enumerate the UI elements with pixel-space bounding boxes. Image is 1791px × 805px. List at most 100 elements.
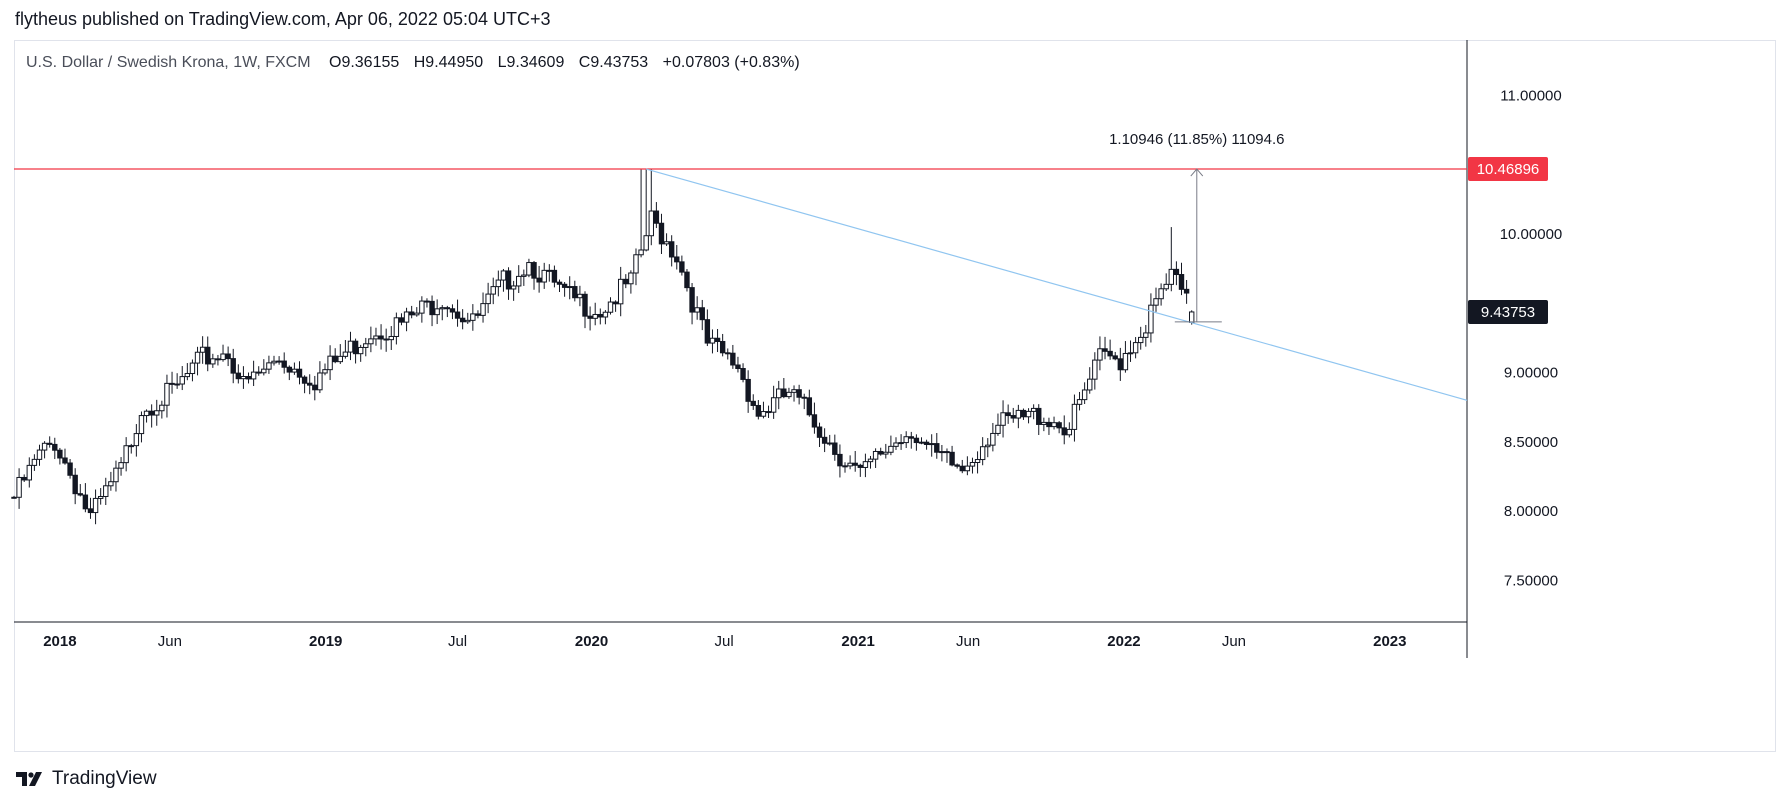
candle: [184, 373, 191, 378]
candle: [801, 396, 807, 399]
candle: [908, 436, 914, 439]
candle: [781, 388, 787, 398]
candle: [113, 467, 119, 483]
candle: [419, 300, 425, 314]
candle: [974, 459, 981, 463]
candle: [648, 210, 654, 237]
candle: [658, 222, 665, 245]
candle: [210, 358, 216, 365]
candle: [760, 411, 767, 417]
candle: [1132, 342, 1139, 354]
candle: [97, 495, 104, 499]
candle: [1188, 311, 1195, 323]
candle: [128, 445, 134, 448]
candle: [883, 451, 889, 455]
candle: [72, 474, 78, 495]
candle: [408, 311, 415, 316]
candle: [332, 355, 338, 363]
candle: [918, 441, 925, 444]
symbol-name[interactable]: U.S. Dollar / Swedish Krona, 1W, FXCM: [26, 54, 311, 71]
candle: [791, 389, 797, 393]
candle: [1030, 407, 1037, 412]
candle: [199, 346, 206, 353]
candle: [689, 287, 695, 313]
tradingview-logo-icon[interactable]: [16, 771, 46, 787]
candle: [735, 364, 741, 370]
candle: [154, 410, 160, 416]
candle: [306, 382, 313, 386]
candle: [867, 458, 874, 463]
candle: [628, 272, 634, 285]
candle: [837, 453, 843, 467]
open-value: 9.36155: [341, 54, 400, 71]
candle: [832, 442, 838, 455]
price-tick-label: 8.50000: [1504, 434, 1558, 451]
candle: [57, 449, 63, 459]
candle: [714, 337, 721, 342]
candle: [266, 362, 272, 370]
candle: [995, 424, 1001, 434]
candle: [1097, 348, 1103, 361]
candle: [893, 442, 899, 447]
candle: [342, 351, 349, 357]
candle: [291, 368, 298, 373]
candle: [240, 376, 247, 380]
candle: [745, 378, 751, 402]
measure-label: 1.10946 (11.85%) 11094.6: [1109, 131, 1284, 148]
time-axis[interactable]: 2018 Jun 2019 Jul 2020 Jul 2021 Jun 2022 Jun 2023: [43, 633, 1406, 650]
change-value: +0.07803 (+0.83%): [662, 54, 800, 71]
candle: [857, 464, 864, 468]
price-axis[interactable]: 7.50000 8.00000 8.50000 9.00000 10.00000 11.0…: [1468, 87, 1562, 589]
candle: [1071, 403, 1078, 430]
candle: [551, 269, 558, 283]
candle: [92, 497, 99, 514]
candle: [250, 371, 257, 380]
candle: [888, 445, 894, 453]
footer-brand[interactable]: TradingView: [52, 768, 157, 789]
low-label: L: [497, 54, 507, 71]
candle: [1087, 378, 1093, 391]
trend-line[interactable]: [646, 168, 1468, 401]
last-price-badge: 9.43753: [1481, 304, 1535, 321]
candle: [684, 271, 690, 289]
candle: [475, 313, 481, 316]
time-tick-label: Jun: [1222, 633, 1246, 650]
candle: [516, 275, 522, 287]
candle: [1112, 355, 1118, 360]
candle: [347, 340, 354, 353]
candle: [704, 319, 711, 344]
drawings-layer[interactable]: 1.10946 (11.85%) 11094.6: [14, 131, 1468, 401]
candle: [281, 360, 287, 368]
open-label: O: [328, 54, 342, 71]
candle: [1127, 352, 1134, 355]
candle: [928, 443, 935, 446]
candle: [429, 300, 435, 316]
candle: [337, 355, 343, 363]
candle: [1051, 422, 1057, 428]
candle: [954, 464, 960, 467]
price-tick-label: 11.00000: [1500, 87, 1561, 104]
candle: [755, 404, 762, 417]
candle: [725, 352, 731, 355]
candle: [159, 404, 165, 412]
candle: [133, 433, 140, 447]
candle: [842, 465, 848, 468]
candle: [1081, 389, 1088, 401]
candle: [1178, 274, 1185, 290]
candle: [77, 493, 83, 496]
candle: [388, 335, 394, 341]
candle: [862, 461, 869, 468]
chart-pane[interactable]: [14, 40, 1776, 752]
candle: [1005, 412, 1011, 417]
footer: TradingView: [16, 768, 157, 790]
candle: [414, 312, 420, 316]
candle: [296, 368, 303, 378]
candle: [1102, 348, 1108, 352]
candle: [526, 262, 532, 276]
time-tick-label: Jun: [956, 633, 980, 650]
candle: [964, 465, 971, 472]
candle: [633, 254, 639, 274]
candle: [383, 338, 389, 341]
candle: [500, 270, 507, 281]
